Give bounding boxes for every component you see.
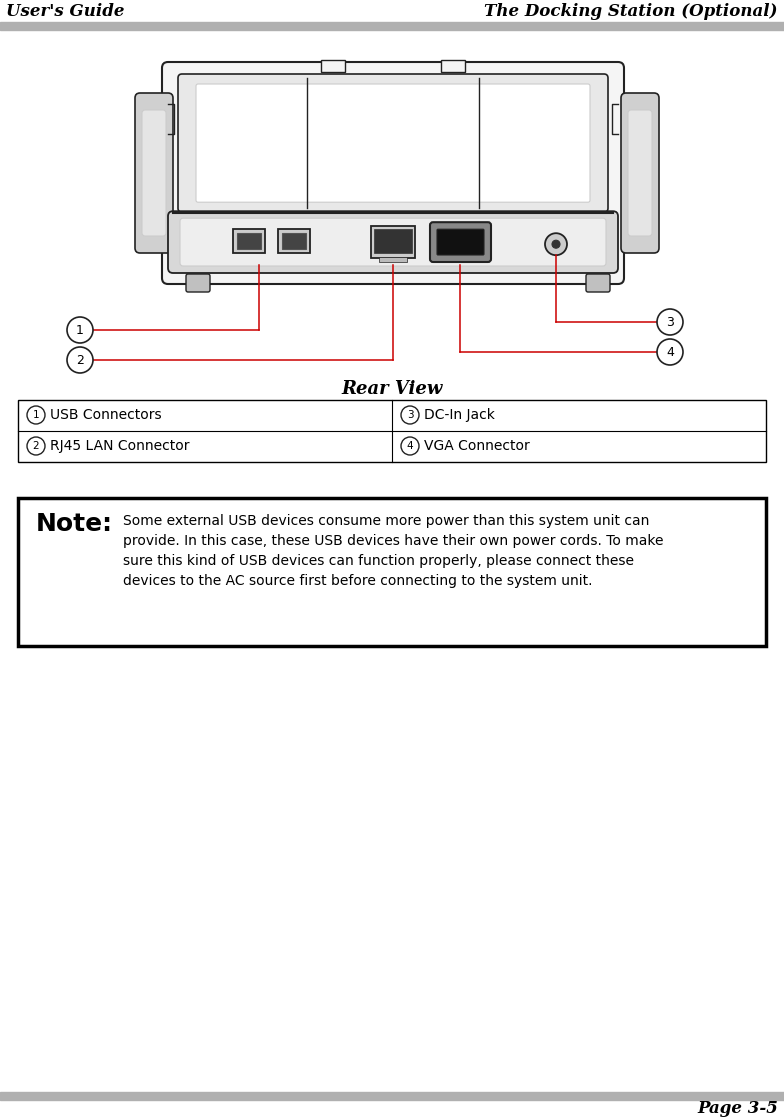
Circle shape <box>27 406 45 424</box>
Bar <box>0 1092 784 1100</box>
Circle shape <box>552 240 560 248</box>
Bar <box>441 60 465 72</box>
FancyBboxPatch shape <box>628 110 652 236</box>
Circle shape <box>401 406 419 424</box>
Text: VGA Connector: VGA Connector <box>424 439 530 453</box>
Circle shape <box>67 347 93 373</box>
Text: 4: 4 <box>407 440 413 451</box>
Text: 4: 4 <box>666 345 674 359</box>
Bar <box>371 226 415 258</box>
Text: User's Guide: User's Guide <box>6 3 125 20</box>
FancyBboxPatch shape <box>142 110 166 236</box>
Bar <box>18 400 766 462</box>
Circle shape <box>545 234 567 255</box>
Circle shape <box>657 309 683 335</box>
Bar <box>237 234 261 249</box>
Bar <box>0 0 784 22</box>
Text: 2: 2 <box>76 353 84 367</box>
Text: The Docking Station (Optional): The Docking Station (Optional) <box>485 3 778 20</box>
Circle shape <box>657 339 683 364</box>
Bar <box>374 229 412 253</box>
Text: DC-In Jack: DC-In Jack <box>424 408 495 421</box>
Bar <box>379 257 407 262</box>
Text: 2: 2 <box>33 440 39 451</box>
Text: 3: 3 <box>666 315 674 329</box>
FancyBboxPatch shape <box>430 222 491 262</box>
FancyBboxPatch shape <box>437 229 484 255</box>
Text: 3: 3 <box>407 410 413 420</box>
Bar <box>321 60 345 72</box>
Text: 1: 1 <box>33 410 39 420</box>
FancyBboxPatch shape <box>178 74 608 212</box>
Text: 1: 1 <box>76 323 84 337</box>
FancyBboxPatch shape <box>186 274 210 292</box>
Text: Note:: Note: <box>36 512 113 536</box>
Circle shape <box>67 318 93 343</box>
FancyBboxPatch shape <box>168 211 618 273</box>
FancyBboxPatch shape <box>586 274 610 292</box>
Bar <box>282 234 306 249</box>
FancyBboxPatch shape <box>621 93 659 253</box>
Text: Page 3-5: Page 3-5 <box>697 1100 778 1117</box>
Bar <box>18 498 766 646</box>
FancyBboxPatch shape <box>162 61 624 284</box>
Text: Rear View: Rear View <box>341 380 443 398</box>
Text: Some external USB devices consume more power than this system unit can
provide. : Some external USB devices consume more p… <box>123 514 663 588</box>
FancyBboxPatch shape <box>196 84 590 202</box>
Circle shape <box>27 437 45 455</box>
FancyBboxPatch shape <box>180 218 606 266</box>
FancyBboxPatch shape <box>135 93 173 253</box>
Bar <box>233 229 265 253</box>
Text: USB Connectors: USB Connectors <box>50 408 162 421</box>
Text: RJ45 LAN Connector: RJ45 LAN Connector <box>50 439 190 453</box>
Circle shape <box>401 437 419 455</box>
Bar <box>0 1100 784 1118</box>
Bar <box>278 229 310 253</box>
Bar <box>0 22 784 30</box>
